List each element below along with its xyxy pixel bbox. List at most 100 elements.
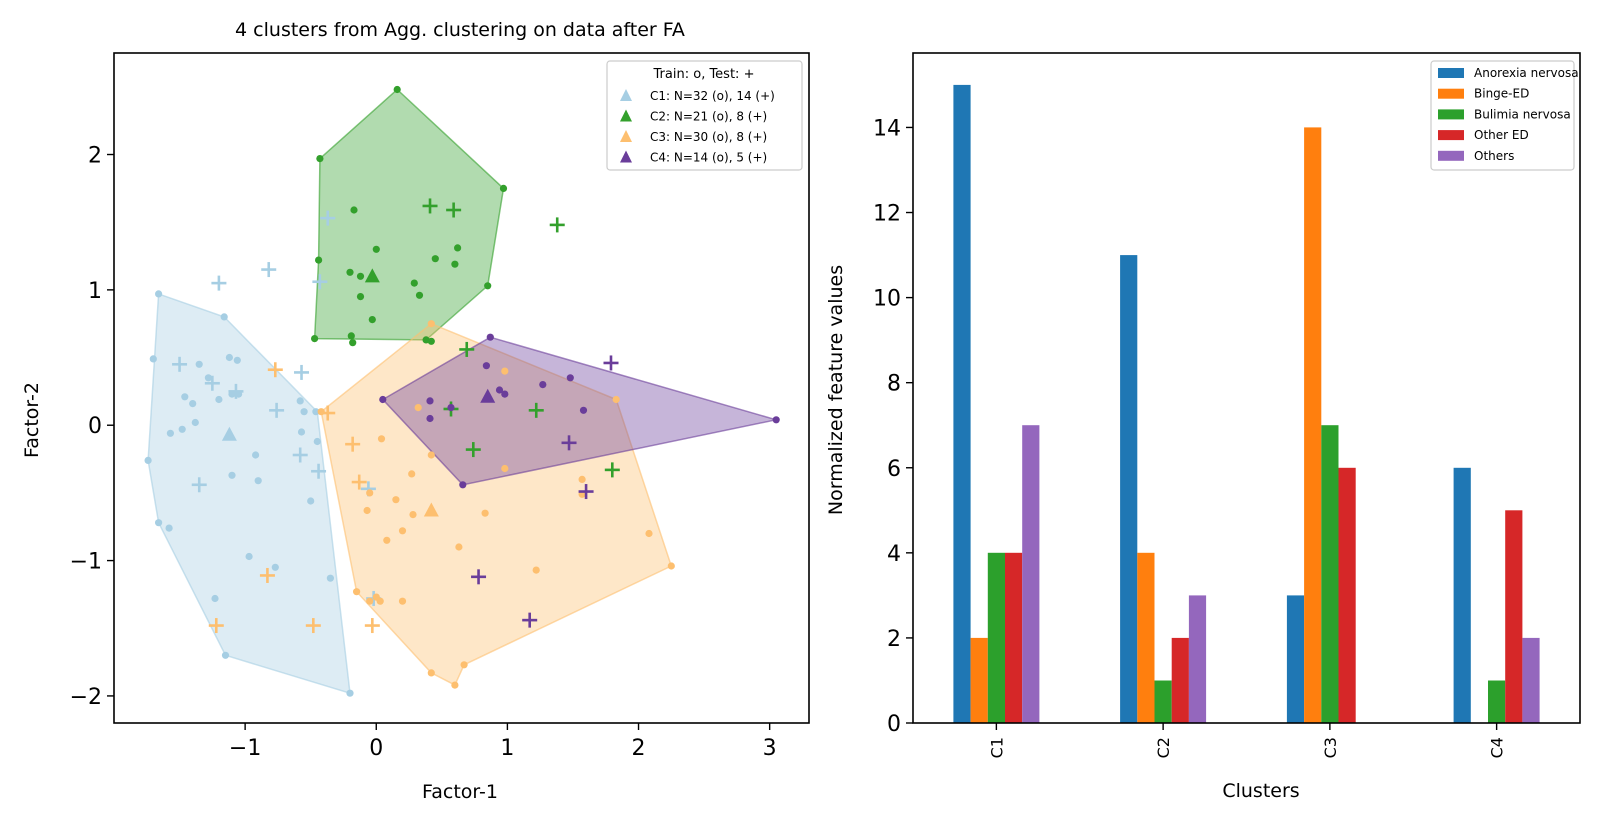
- test-point-c1: [320, 210, 336, 226]
- bar-c2-series-1: [1120, 255, 1138, 723]
- y-tick-label: 4: [887, 542, 901, 567]
- train-point-c4: [495, 386, 504, 394]
- train-point-c2: [484, 282, 492, 290]
- cluster-hull-c2: [313, 88, 505, 341]
- legend-marker: [620, 109, 632, 122]
- test-point-c2: [604, 462, 620, 478]
- train-point-c1: [307, 497, 315, 505]
- train-point-c3: [532, 566, 540, 574]
- x-tick-label: C2: [1154, 737, 1173, 758]
- y-tick-label: 2: [887, 627, 901, 652]
- centroid-marker-c1: [221, 426, 237, 441]
- bar-legend-item: Other ED: [1438, 128, 1529, 142]
- test-point-c4: [522, 612, 538, 628]
- train-point-c4: [459, 481, 467, 489]
- test-point-c3: [305, 618, 321, 634]
- bar-c2-series-2: [1137, 552, 1155, 723]
- bar-c2-series-3: [1154, 680, 1172, 723]
- y-tick-label: −1: [70, 550, 102, 575]
- train-point-c1: [252, 451, 260, 459]
- y-tick-label: 10: [873, 287, 901, 312]
- train-point-c3: [398, 527, 407, 535]
- bar-plot-frame: [912, 52, 1581, 724]
- scatter-legend-item: C2: N=21 (o), 8 (+): [620, 109, 767, 124]
- train-point-c1: [195, 360, 203, 368]
- train-point-c2: [410, 279, 418, 287]
- train-point-c4: [447, 404, 455, 412]
- scatter-legend-items: C1: N=32 (o), 14 (+) C2: N=21 (o), 8 (+) C…: [620, 89, 775, 165]
- train-point-c1: [166, 429, 174, 437]
- y-tick-label: 0: [887, 712, 901, 737]
- test-point-c3: [320, 405, 336, 421]
- train-point-c4: [482, 362, 490, 370]
- test-point-c3: [267, 362, 283, 378]
- train-point-c3: [372, 593, 380, 601]
- train-point-c2: [431, 255, 439, 263]
- bar-c4-series-3: [1488, 680, 1506, 723]
- cluster-hulls: [147, 88, 777, 695]
- test-point-c2: [422, 198, 438, 214]
- train-point-c2: [350, 206, 358, 214]
- bar-x-axis-label: Clusters: [1222, 780, 1299, 802]
- train-point-c1: [346, 689, 354, 697]
- train-point-c3: [612, 395, 620, 404]
- train-point-c2: [315, 256, 323, 264]
- scatter-legend: Train: o, Test: + C1: N=32 (o), 14 (+) C2…: [606, 60, 803, 171]
- bar-c1-series-1: [953, 84, 971, 723]
- train-point-c4: [539, 381, 547, 389]
- train-point-c2: [372, 245, 380, 253]
- train-point-c4: [566, 374, 574, 382]
- y-tick-label: −2: [70, 685, 102, 710]
- test-point-c4: [578, 484, 594, 500]
- test-point-c3: [208, 618, 224, 634]
- test-point-c1: [191, 477, 207, 493]
- train-point-c2: [349, 339, 357, 347]
- legend-swatch: [1438, 88, 1464, 99]
- train-point-c1: [191, 418, 199, 427]
- train-point-c1: [313, 437, 321, 446]
- y-tick-label: 2: [88, 144, 102, 169]
- train-point-c1: [215, 395, 223, 404]
- y-tick-label: 12: [873, 202, 901, 227]
- legend-marker: [620, 150, 632, 163]
- bar-y-axis-label: Normalized feature values: [825, 265, 847, 515]
- test-point-c1: [312, 274, 328, 290]
- train-point-c3: [645, 529, 653, 538]
- bars: [953, 84, 1540, 723]
- test-point-c1: [228, 383, 244, 399]
- train-point-c2: [356, 272, 365, 280]
- train-point-c1: [233, 356, 241, 364]
- bar-x-ticks: C1 C2 C3 C4: [987, 723, 1507, 758]
- train-point-c1: [297, 428, 306, 436]
- train-point-c2: [499, 184, 508, 192]
- train-point-c1: [204, 374, 212, 382]
- scatter-legend-title: Train: o, Test: +: [653, 67, 755, 82]
- legend-label: C2: N=21 (o), 8 (+): [650, 110, 767, 124]
- test-point-c1: [311, 463, 327, 479]
- train-point-c1: [211, 594, 219, 603]
- test-point-c1: [211, 275, 227, 291]
- test-point-c2: [446, 202, 462, 218]
- bar-c1-series-3: [987, 552, 1005, 723]
- train-point-c1: [155, 519, 163, 527]
- x-tick-label: 0: [369, 736, 383, 761]
- legend-label: Others: [1474, 149, 1514, 163]
- train-point-c3: [398, 597, 407, 605]
- train-point-c3: [451, 681, 459, 689]
- train-point-c3: [366, 597, 374, 605]
- scatter-chart: 4 clusters from Agg. clustering on data …: [21, 19, 810, 803]
- test-point-c2: [465, 442, 481, 458]
- centroid-marker-c3: [423, 502, 439, 517]
- train-point-c3: [414, 404, 422, 412]
- test-point-c3: [364, 618, 380, 634]
- train-point-c1: [271, 563, 279, 571]
- bar-c4-series-4: [1505, 510, 1523, 723]
- train-point-c1: [326, 574, 334, 582]
- train-point-c1: [254, 477, 262, 485]
- bar-chart: Clusters Normalized feature values C1 C2 C…: [825, 52, 1581, 802]
- train-point-c1: [228, 471, 236, 479]
- scatter-legend-item: C1: N=32 (o), 14 (+): [620, 89, 775, 103]
- train-point-c3: [353, 588, 361, 596]
- bar-c1-series-5: [1022, 425, 1040, 723]
- test-point-c3: [345, 436, 361, 452]
